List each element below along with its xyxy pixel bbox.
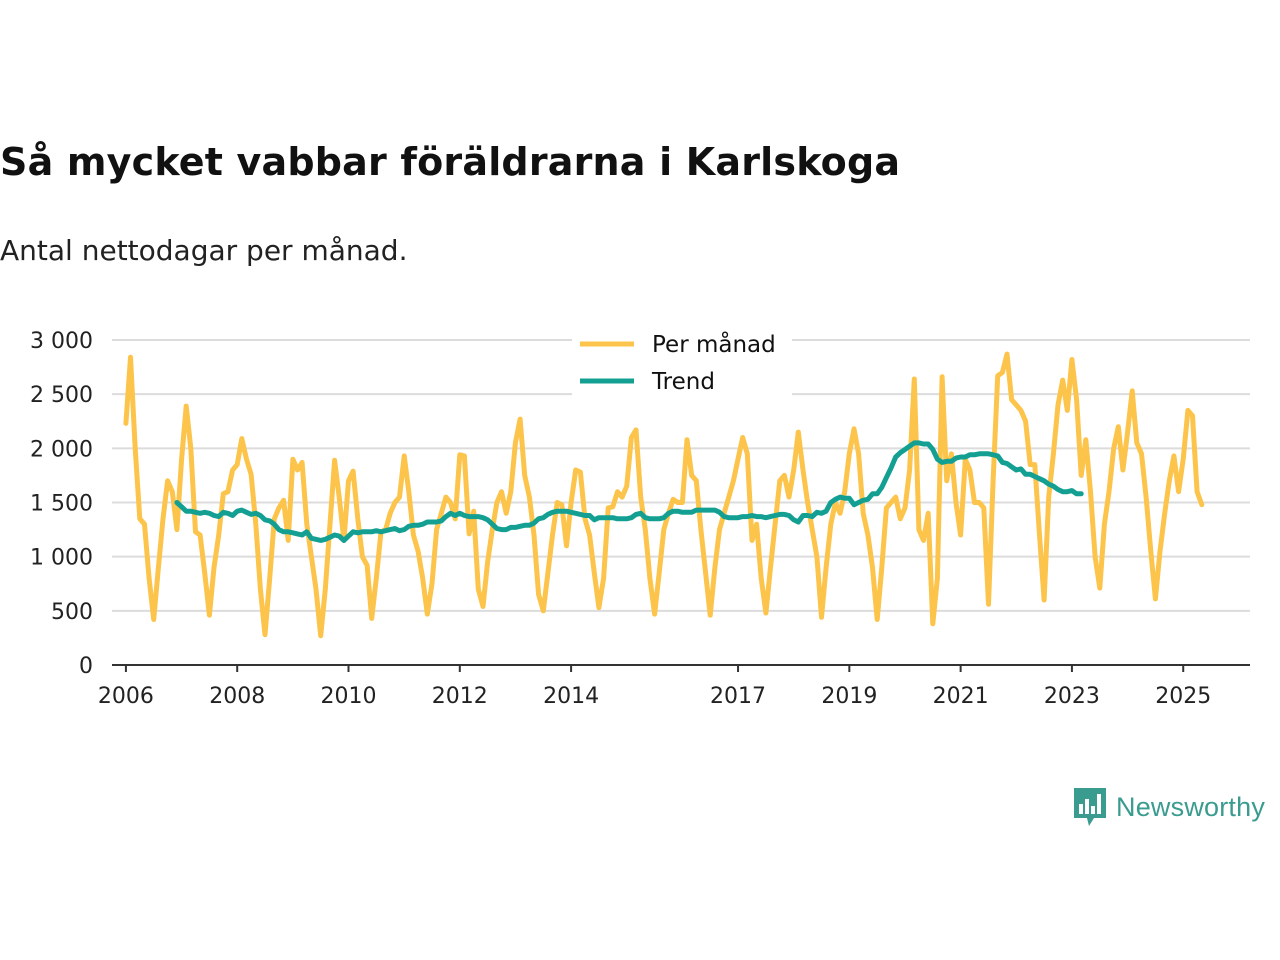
y-tick-label: 3 000 — [30, 329, 93, 354]
legend-label-per-manad: Per månad — [652, 330, 776, 358]
x-tick-label: 2014 — [543, 684, 599, 709]
series-line-trend — [174, 440, 1084, 543]
y-tick-label: 500 — [51, 600, 93, 625]
x-tick-label: 2023 — [1044, 684, 1100, 709]
y-tick-label: 2 000 — [30, 437, 93, 462]
x-tick-label: 2019 — [821, 684, 877, 709]
x-tick-label: 2008 — [209, 684, 265, 709]
chart-subtitle: Antal nettodagar per månad. — [0, 234, 408, 267]
x-tick-label: 2006 — [98, 684, 154, 709]
chart-title: Så mycket vabbar föräldrarna i Karlskoga — [0, 140, 901, 184]
newsworthy-logo-icon — [1074, 788, 1106, 826]
x-tick-label: 2017 — [710, 684, 766, 709]
brand-name: Newsworthy — [1116, 791, 1266, 822]
newsworthy-brand: Newsworthy — [1072, 786, 1265, 828]
legend-label-trend: Trend — [651, 369, 715, 395]
y-tick-label: 2 500 — [30, 383, 93, 408]
x-tick-label: 2012 — [432, 684, 488, 709]
series-lines — [123, 351, 1205, 639]
series-line-per-manad — [123, 351, 1205, 639]
y-tick-label: 1 000 — [30, 546, 93, 571]
y-tick-label: 1 500 — [30, 492, 93, 517]
x-tick-label: 2021 — [933, 684, 989, 709]
y-tick-label: 0 — [79, 654, 93, 679]
y-axis-ticks: 0 500 1 000 1 500 2 000 2 500 3 000 — [30, 329, 93, 679]
x-axis: 2006 2008 2010 2012 2014 2017 2019 2021 2023 2025 — [98, 664, 1250, 709]
legend: Per månad Trend — [572, 330, 792, 416]
x-tick-label: 2010 — [321, 684, 377, 709]
x-tick-label: 2025 — [1155, 684, 1211, 709]
